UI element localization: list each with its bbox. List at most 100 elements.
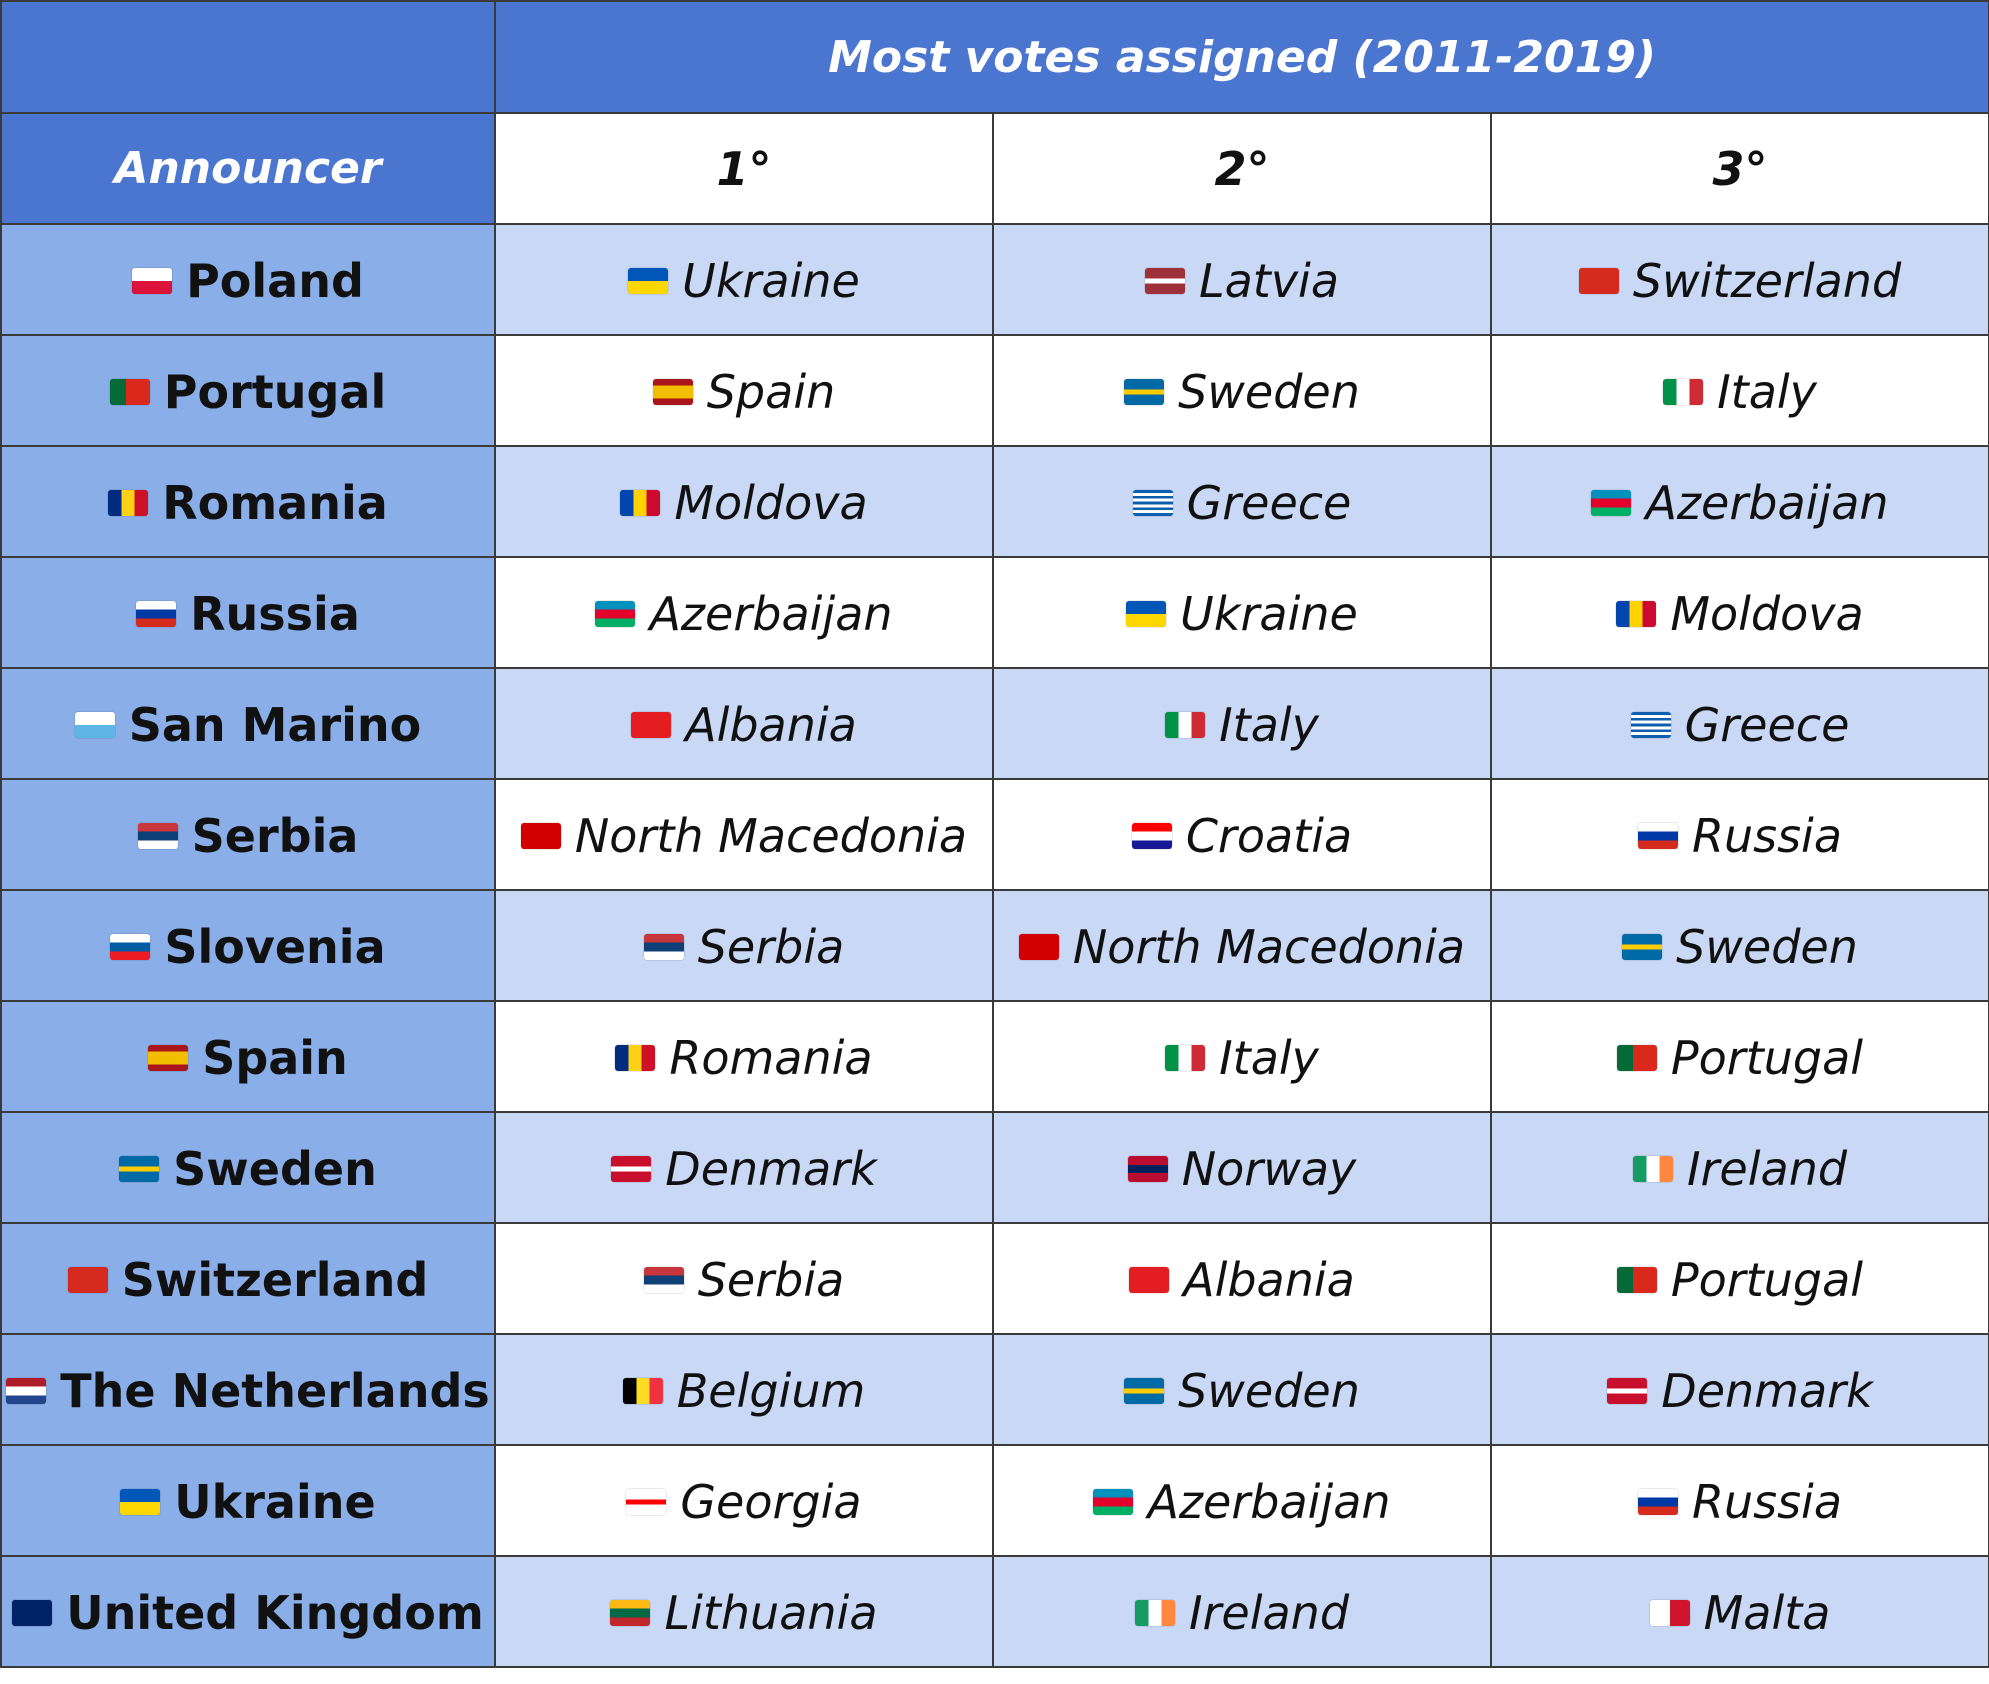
first-place-cell: Azerbaijan <box>494 556 994 669</box>
country-name: Ukraine <box>682 254 860 308</box>
second-place-cell: Azerbaijan <box>992 1444 1492 1557</box>
country-name: Sweden <box>173 1142 377 1196</box>
flag-icon <box>1622 934 1663 960</box>
flag-icon <box>1663 379 1704 405</box>
announcer-cell: Slovenia <box>0 889 496 1002</box>
country-name: Belgium <box>676 1364 866 1418</box>
country-name: Russia <box>1691 809 1843 863</box>
cell-content: Serbia <box>643 1253 844 1307</box>
table-row: Russia Azerbaijan Ukraine Moldova <box>0 556 1989 669</box>
cell-content: Russia <box>1637 1475 1843 1529</box>
corner-cell <box>0 0 496 114</box>
announcer-cell: The Netherlands <box>0 1333 496 1446</box>
flag-icon <box>628 268 669 294</box>
country-name: Croatia <box>1185 809 1353 863</box>
flag-icon <box>110 934 151 960</box>
table-row: Serbia North Macedonia Croatia Russia <box>0 778 1989 891</box>
flag-icon <box>1127 1156 1168 1182</box>
second-place-cell: Norway <box>992 1111 1492 1224</box>
country-name: Georgia <box>680 1475 862 1529</box>
flag-icon <box>1616 1045 1657 1071</box>
flag-icon <box>1616 601 1657 627</box>
flag-icon <box>1165 712 1206 738</box>
flag-icon <box>108 490 149 516</box>
cell-content: Denmark <box>611 1142 877 1196</box>
cell-content: Russia <box>136 587 360 641</box>
cell-content: Romania <box>108 476 388 530</box>
cell-content: Switzerland <box>1578 254 1902 308</box>
flag-icon <box>1093 1489 1134 1515</box>
cell-content: Ireland <box>1134 1586 1349 1640</box>
country-name: Latvia <box>1198 254 1340 308</box>
flag-icon <box>1165 1045 1206 1071</box>
country-name: Russia <box>1691 1475 1843 1529</box>
rank-header-2: 2° <box>992 112 1492 225</box>
table-row: Portugal Spain Sweden Italy <box>0 334 1989 447</box>
country-name: San Marino <box>128 698 422 752</box>
first-place-cell: Denmark <box>494 1111 994 1224</box>
first-place-cell: North Macedonia <box>494 778 994 891</box>
second-place-cell: Greece <box>992 445 1492 558</box>
cell-content: Italy <box>1165 698 1319 752</box>
cell-content: Sweden <box>1124 1364 1360 1418</box>
second-place-cell: Sweden <box>992 1333 1492 1446</box>
cell-content: Slovenia <box>110 920 386 974</box>
cell-content: Albania <box>1129 1253 1355 1307</box>
second-place-cell: Albania <box>992 1222 1492 1335</box>
flag-icon <box>137 823 178 849</box>
country-name: Malta <box>1703 1586 1831 1640</box>
announcer-header: Announcer <box>0 112 496 225</box>
third-place-cell: Greece <box>1489 667 1989 780</box>
cell-content: Denmark <box>1607 1364 1873 1418</box>
third-place-cell: Portugal <box>1489 1222 1989 1335</box>
flag-icon <box>109 379 150 405</box>
second-place-cell: Italy <box>992 1000 1492 1113</box>
flag-icon <box>1132 490 1173 516</box>
third-place-cell: Switzerland <box>1489 223 1989 336</box>
country-name: North Macedonia <box>574 809 968 863</box>
first-place-cell: Spain <box>494 334 994 447</box>
announcer-cell: Sweden <box>0 1111 496 1224</box>
country-name: Switzerland <box>1632 254 1902 308</box>
cell-content: Albania <box>631 698 857 752</box>
country-name: Denmark <box>1661 1364 1873 1418</box>
second-place-cell: Latvia <box>992 223 1492 336</box>
third-place-cell: Italy <box>1489 334 1989 447</box>
rank-header-1: 1° <box>494 112 994 225</box>
flag-icon <box>148 1045 189 1071</box>
cell-content: Moldova <box>1616 587 1864 641</box>
country-name: Azerbaijan <box>1645 476 1889 530</box>
cell-content: Azerbaijan <box>1093 1475 1391 1529</box>
flag-icon <box>1630 712 1671 738</box>
announcer-cell: Portugal <box>0 334 496 447</box>
header-row: Announcer 1° 2° 3° <box>0 112 1989 225</box>
second-place-cell: North Macedonia <box>992 889 1492 1002</box>
third-place-cell: Portugal <box>1489 1000 1989 1113</box>
cell-content: Belgium <box>622 1364 866 1418</box>
country-name: Moldova <box>1670 587 1864 641</box>
cell-content: Norway <box>1127 1142 1356 1196</box>
announcer-cell: Poland <box>0 223 496 336</box>
first-place-cell: Lithuania <box>494 1555 994 1668</box>
cell-content: United Kingdom <box>12 1586 484 1640</box>
country-name: Italy <box>1219 1031 1319 1085</box>
table-row: Ukraine Georgia Azerbaijan Russia <box>0 1444 1989 1557</box>
flag-icon <box>1637 823 1678 849</box>
cell-content: Sweden <box>1124 365 1360 419</box>
cell-content: Serbia <box>643 920 844 974</box>
third-place-cell: Sweden <box>1489 889 1989 1002</box>
country-name: Italy <box>1717 365 1817 419</box>
cell-content: Romania <box>615 1031 873 1085</box>
cell-content: San Marino <box>74 698 422 752</box>
country-name: Italy <box>1219 698 1319 752</box>
table-row: Spain Romania Italy Portugal <box>0 1000 1989 1113</box>
table-row: Poland Ukraine Latvia Switzerland <box>0 223 1989 336</box>
table-row: Romania Moldova Greece Azerbaijan <box>0 445 1989 558</box>
flag-icon <box>1607 1378 1648 1404</box>
cell-content: Greece <box>1132 476 1351 530</box>
announcer-cell: Russia <box>0 556 496 669</box>
second-place-cell: Sweden <box>992 334 1492 447</box>
country-name: Portugal <box>1670 1253 1864 1307</box>
